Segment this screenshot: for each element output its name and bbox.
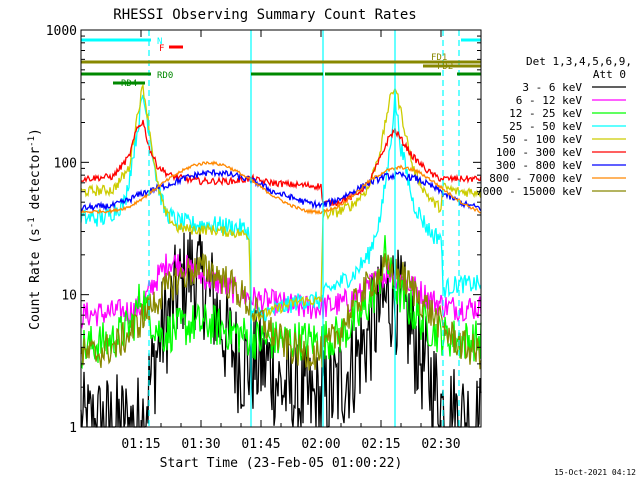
- series-layer: [80, 83, 482, 428]
- status-label-f: F: [159, 44, 164, 54]
- status-bar-f-segment-1: [169, 45, 183, 49]
- x-tick-label-2: 01:30: [181, 437, 220, 452]
- status-bar-fd2-segment-1: [423, 64, 481, 68]
- x-tick-label-4: 02:00: [301, 437, 340, 452]
- x-tick-label-5: 02:15: [361, 437, 400, 452]
- legend-header-detectors: Det 1,3,4,5,6,9,: [526, 55, 632, 68]
- status-bar-n-segment-2: [461, 38, 481, 42]
- status-label-rd0: RD0: [157, 71, 173, 81]
- series-line-8: [80, 160, 482, 216]
- series-line-9: [80, 253, 482, 371]
- datestamp: 15-Oct-2021 04:12: [554, 468, 636, 477]
- chart-title: RHESSI Observing Summary Count Rates: [113, 7, 416, 23]
- series-line-1: [80, 223, 482, 428]
- status-bar-rd4-segment-1: [113, 81, 145, 85]
- series-line-4: [80, 90, 482, 324]
- y-axis-label: Count Rate (s-1 detector-1): [27, 128, 43, 330]
- legend-label-2: 6 - 12 keV: [516, 94, 583, 107]
- legend-label-9: 7000 - 15000 keV: [476, 185, 582, 198]
- x-tick-label-6: 02:30: [421, 437, 460, 452]
- status-bar-rd0-segment-4: [457, 72, 481, 76]
- y-tick-label-4: 1000: [46, 24, 77, 39]
- status-bar-n-segment-1: [81, 38, 151, 42]
- y-tick-label-2: 10: [61, 289, 77, 304]
- y-axis-label-part: detector: [28, 147, 43, 218]
- legend-label-3: 12 - 25 keV: [509, 107, 582, 120]
- x-axis-label: Start Time (23-Feb-05 01:00:22): [160, 456, 403, 471]
- status-label-fd2: FD2: [437, 62, 453, 72]
- legend-header-attenuator: Att 0: [593, 68, 626, 81]
- legend-label-6: 100 - 300 keV: [496, 146, 582, 159]
- legend-label-8: 800 - 7000 keV: [489, 172, 582, 185]
- legend-label-4: 25 - 50 keV: [509, 120, 582, 133]
- status-bar-fd1-segment-1: [81, 60, 481, 64]
- status-bar-rd0-segment-3: [325, 72, 441, 76]
- status-label-n: N: [157, 37, 162, 47]
- status-bar-rd0-segment-1: [81, 72, 151, 76]
- status-label-rd4: RD4: [121, 79, 137, 89]
- y-axis-label-part: ): [28, 128, 43, 136]
- vertical-marker-layer: [148, 30, 460, 427]
- status-bar-rd0-segment-2: [251, 72, 323, 76]
- x-tick-label-1: 01:15: [121, 437, 160, 452]
- x-tick-label-3: 01:45: [241, 437, 280, 452]
- series-line-7: [80, 169, 482, 213]
- status-label-fd1: FD1: [431, 53, 447, 63]
- legend-label-7: 300 - 800 keV: [496, 159, 582, 172]
- y-axis-label-part: Count Rate (s: [28, 228, 43, 330]
- y-axis-label-superscript: -1: [27, 217, 37, 228]
- y-tick-label-1: 1: [69, 421, 77, 436]
- axis-layer: 01:15 01:30 01:45 02:00 02:15 02:30 1 10 100 1000: [46, 24, 482, 452]
- series-line-6: [80, 119, 482, 207]
- legend-label-1: 3 - 6 keV: [522, 81, 582, 94]
- legend-label-5: 50 - 100 keV: [503, 133, 583, 146]
- y-axis-label-superscript: -1: [27, 136, 37, 147]
- y-tick-label-3: 100: [54, 156, 77, 171]
